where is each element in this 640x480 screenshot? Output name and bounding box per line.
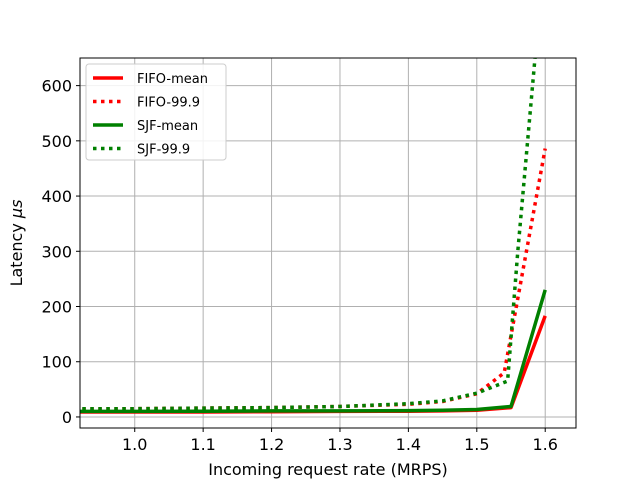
y-axis-label: Latency μs (7, 200, 26, 287)
y-tick-label: 300 (41, 242, 72, 261)
legend-label-fifo-mean: FIFO-mean (137, 72, 208, 87)
x-tick-label: 1.5 (464, 435, 489, 454)
y-tick-label: 0 (62, 408, 72, 427)
series-line-sjf-99-9 (80, 58, 537, 411)
legend-label-fifo-99-9: FIFO-99.9 (137, 96, 200, 111)
grid-lines (80, 58, 576, 428)
x-tick-label: 1.6 (532, 435, 557, 454)
y-axis-label-text: Latency (7, 218, 26, 286)
series-lines (80, 58, 547, 414)
x-tick-label: 1.2 (259, 435, 284, 454)
x-tick-label: 1.4 (396, 435, 421, 454)
y-tick-label: 600 (41, 77, 72, 96)
legend-label-sjf-99-9: SJF-99.9 (137, 143, 190, 158)
y-tick-label: 500 (41, 132, 72, 151)
plot-frame (79, 57, 577, 429)
x-tick-label: 1.0 (122, 435, 147, 454)
legend-label-sjf-mean: SJF-mean (137, 119, 198, 134)
legend: FIFO-mean FIFO-99.9 SJF-mean SJF-99.9 (85, 63, 227, 161)
y-tick-label: 200 (41, 298, 72, 317)
x-tick-label: 1.3 (327, 435, 352, 454)
y-axis-label-unit: μs (7, 200, 26, 220)
x-tick-label: 1.1 (190, 435, 215, 454)
series-line-sjf-mean (80, 289, 547, 414)
y-tick-label: 100 (41, 353, 72, 372)
x-axis-label: Incoming request rate (MRPS) (208, 460, 448, 479)
y-tick-label: 400 (41, 187, 72, 206)
legend-box (85, 63, 227, 161)
axis-ticks: 1.0 1.1 1.2 1.3 1.4 1.5 1.6 0 100 200 300 400 500 600 (41, 77, 557, 454)
